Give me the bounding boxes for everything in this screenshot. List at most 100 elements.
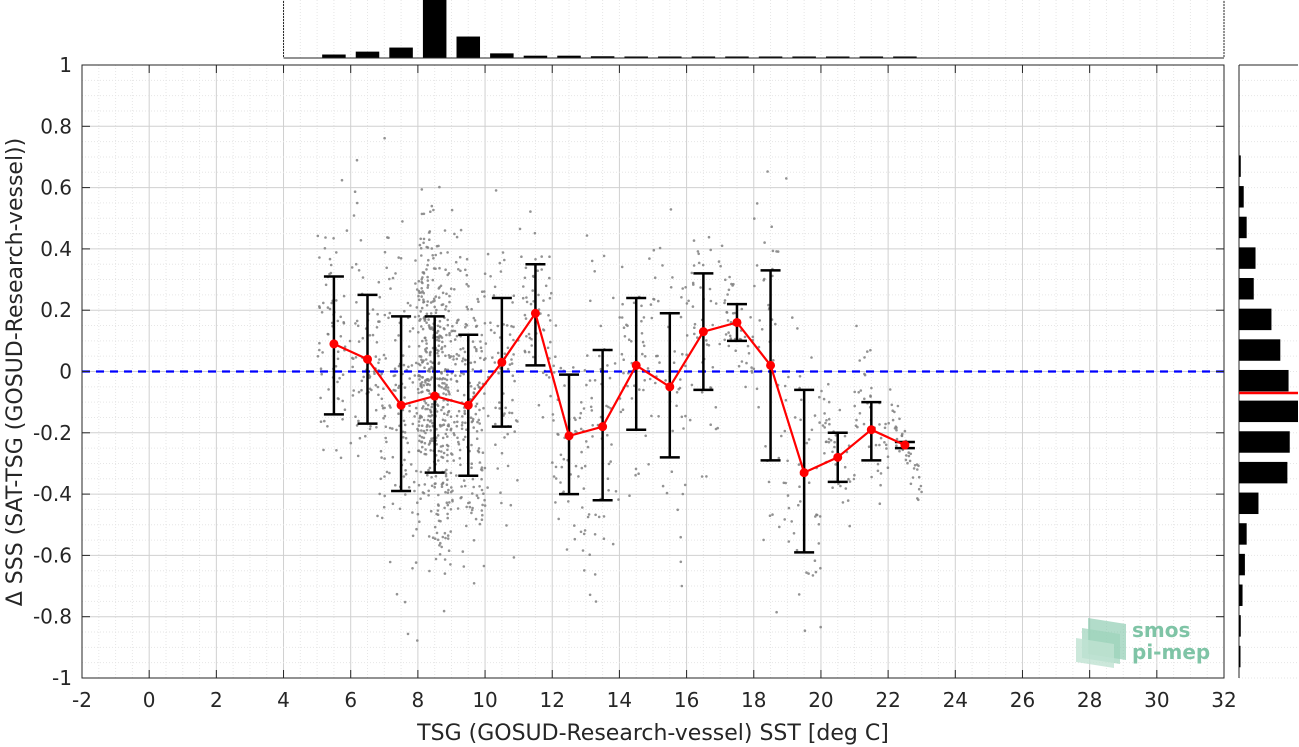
scatter-point bbox=[456, 319, 459, 322]
scatter-point bbox=[403, 386, 407, 389]
scatter-point bbox=[499, 491, 502, 495]
scatter-point bbox=[443, 344, 447, 348]
scatter-point bbox=[476, 449, 480, 453]
scatter-point bbox=[670, 470, 674, 474]
scatter-point bbox=[693, 322, 697, 326]
scatter-point bbox=[817, 523, 821, 526]
scatter-point bbox=[878, 443, 881, 447]
scatter-point bbox=[439, 284, 443, 288]
scatter-point bbox=[878, 423, 881, 426]
scatter-point bbox=[632, 301, 636, 305]
scatter-point bbox=[441, 340, 444, 344]
scatter-point bbox=[427, 494, 430, 497]
scatter-point bbox=[711, 366, 715, 369]
scatter-point bbox=[318, 341, 321, 345]
scatter-point bbox=[867, 445, 871, 449]
scatter-point bbox=[630, 340, 633, 343]
scatter-point bbox=[403, 458, 406, 462]
scatter-point bbox=[394, 272, 397, 275]
scatter-point bbox=[421, 327, 425, 331]
scatter-point bbox=[437, 384, 441, 387]
scatter-point bbox=[392, 388, 396, 392]
scatter-point bbox=[582, 532, 586, 536]
scatter-point bbox=[380, 456, 383, 459]
scatter-point bbox=[435, 531, 439, 535]
scatter-point bbox=[420, 381, 424, 384]
scatter-point bbox=[441, 303, 445, 306]
scatter-point bbox=[326, 306, 330, 309]
scatter-point bbox=[621, 408, 625, 412]
scatter-point bbox=[339, 315, 343, 319]
scatter-point bbox=[417, 331, 420, 334]
scatter-point bbox=[679, 535, 682, 539]
scatter-point bbox=[807, 438, 811, 441]
scatter-point bbox=[441, 535, 445, 539]
scatter-point bbox=[559, 481, 562, 484]
scatter-point bbox=[389, 287, 392, 290]
scatter-point bbox=[480, 518, 484, 521]
scatter-point bbox=[425, 342, 428, 345]
scatter-point bbox=[583, 529, 587, 532]
scatter-point bbox=[799, 500, 802, 503]
scatter-point bbox=[541, 371, 545, 375]
scatter-point bbox=[687, 299, 690, 303]
scatter-point bbox=[672, 361, 676, 365]
scatter-point bbox=[434, 267, 437, 271]
scatter-point bbox=[463, 409, 467, 413]
scatter-point bbox=[684, 286, 687, 289]
scatter-point bbox=[421, 339, 424, 343]
scatter-point bbox=[551, 461, 554, 464]
scatter-point bbox=[460, 424, 464, 427]
scatter-point bbox=[909, 452, 912, 456]
scatter-point bbox=[463, 412, 467, 415]
scatter-point bbox=[391, 427, 394, 430]
scatter-point bbox=[417, 449, 421, 453]
scatter-point bbox=[433, 537, 437, 540]
scatter-point bbox=[638, 388, 641, 391]
scatter-point bbox=[453, 338, 457, 341]
scatter-point bbox=[775, 610, 778, 614]
scatter-point bbox=[357, 390, 361, 394]
scatter-point bbox=[552, 419, 555, 422]
scatter-point bbox=[434, 295, 438, 298]
scatter-point bbox=[593, 270, 596, 273]
scatter-point bbox=[342, 321, 346, 324]
scatter-point bbox=[446, 413, 449, 417]
x-tick-label: 30 bbox=[1144, 688, 1169, 712]
scatter-point bbox=[547, 376, 551, 379]
scatter-point bbox=[411, 567, 414, 570]
scatter-point bbox=[447, 390, 451, 394]
scatter-point bbox=[475, 430, 479, 433]
scatter-point bbox=[377, 361, 380, 365]
scatter-point bbox=[640, 319, 643, 323]
scatter-point bbox=[578, 416, 582, 420]
scatter-point bbox=[380, 397, 384, 401]
scatter-point bbox=[378, 492, 382, 496]
scatter-point bbox=[428, 351, 432, 355]
scatter-point bbox=[787, 506, 791, 510]
x-tick-label: 8 bbox=[412, 688, 425, 712]
scatter-point bbox=[818, 515, 822, 518]
scatter-point bbox=[498, 407, 501, 410]
scatter-point bbox=[427, 489, 431, 493]
scatter-point bbox=[486, 486, 489, 489]
scatter-point bbox=[316, 355, 320, 358]
scatter-point bbox=[607, 405, 610, 409]
scatter-point bbox=[407, 486, 411, 489]
scatter-point bbox=[332, 237, 335, 240]
mean-point bbox=[766, 360, 776, 370]
scatter-point bbox=[442, 609, 446, 613]
scatter-point bbox=[470, 443, 473, 447]
scatter-point bbox=[447, 309, 451, 313]
scatter-point bbox=[716, 426, 719, 430]
scatter-point bbox=[752, 367, 756, 371]
scatter-point bbox=[895, 428, 898, 432]
scatter-point bbox=[878, 502, 882, 506]
scatter-point bbox=[556, 432, 559, 436]
scatter-point bbox=[654, 381, 657, 385]
scatter-point bbox=[548, 255, 551, 258]
scatter-point bbox=[455, 474, 458, 477]
scatter-point bbox=[426, 283, 430, 287]
scatter-point bbox=[675, 404, 678, 408]
scatter-point bbox=[658, 361, 661, 364]
